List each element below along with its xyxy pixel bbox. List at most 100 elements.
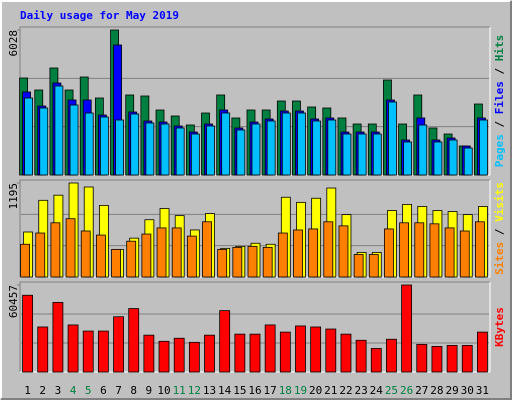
x-tick-label: 7: [115, 384, 122, 397]
bar: [35, 232, 46, 278]
bar: [418, 124, 428, 176]
x-tick-label: 12: [188, 384, 201, 397]
x-tick-label: 26: [400, 384, 413, 397]
bar: [247, 245, 258, 278]
legend-separator: /: [493, 61, 506, 81]
bar: [160, 123, 170, 176]
bar: [173, 337, 185, 373]
legend: Sites / Visits: [493, 182, 506, 275]
x-tick-label: 20: [309, 384, 322, 397]
bar: [323, 221, 334, 278]
bar: [279, 331, 291, 373]
bar: [312, 120, 322, 176]
bar: [22, 294, 33, 373]
bar: [357, 133, 367, 176]
legend-entry: KBytes: [493, 307, 506, 347]
bar: [204, 334, 215, 373]
bar: [130, 113, 140, 176]
bar: [446, 344, 458, 373]
bar: [475, 221, 485, 278]
x-tick-label: 24: [370, 384, 384, 397]
bar: [69, 104, 79, 176]
bar: [277, 232, 288, 278]
bar: [327, 119, 337, 176]
legend: KBytes: [493, 307, 506, 347]
x-tick-label: 27: [415, 384, 428, 397]
x-tick-label: 1: [24, 384, 31, 397]
legend: Pages / Files / Hits: [493, 35, 506, 168]
bar: [310, 326, 322, 373]
bar: [67, 324, 79, 373]
bar: [221, 112, 231, 176]
bar: [342, 133, 352, 176]
bar: [372, 133, 382, 176]
y-tick-label: 60457: [7, 285, 20, 318]
bar: [370, 348, 382, 373]
x-tick-label: 2: [39, 384, 46, 397]
bar: [249, 333, 261, 373]
bar: [353, 254, 364, 278]
bar: [65, 218, 76, 278]
bar: [219, 310, 231, 373]
bar: [399, 222, 410, 278]
bar: [97, 330, 109, 373]
bar: [158, 340, 170, 373]
bar: [463, 147, 473, 176]
legend-entry: Sites: [493, 242, 506, 275]
x-tick-label: 9: [146, 384, 153, 397]
bar: [416, 343, 428, 373]
bar: [232, 246, 243, 278]
x-tick-label: 30: [461, 384, 474, 397]
bar: [281, 112, 291, 176]
bar: [206, 125, 215, 176]
bar: [384, 228, 394, 278]
x-tick-label: 3: [55, 384, 62, 397]
bar: [202, 221, 212, 278]
bar: [414, 222, 425, 278]
bar: [479, 119, 488, 176]
bar: [433, 141, 443, 176]
legend-entry: Pages: [493, 134, 506, 167]
bar: [95, 234, 106, 278]
bar: [50, 222, 61, 278]
bar: [190, 133, 200, 176]
bar: [355, 339, 367, 373]
x-tick-label: 18: [279, 384, 292, 397]
bar: [115, 119, 124, 176]
x-tick-label: 28: [430, 384, 443, 397]
bar: [293, 229, 303, 278]
x-tick-label: 21: [324, 384, 337, 397]
bar: [264, 324, 276, 373]
bar: [128, 308, 140, 373]
chart-title: Daily usage for May 2019: [20, 9, 179, 22]
x-tick-label: 11: [173, 384, 186, 397]
x-tick-label: 4: [70, 384, 77, 397]
bar: [429, 223, 440, 278]
bar: [325, 328, 337, 373]
x-tick-label: 25: [385, 384, 398, 397]
bar: [368, 254, 379, 278]
bar: [308, 228, 319, 278]
bar: [217, 248, 228, 278]
bar: [297, 112, 306, 176]
bar: [99, 116, 109, 176]
bar: [188, 341, 200, 373]
bar: [113, 316, 124, 373]
bar: [80, 230, 91, 278]
bar: [386, 338, 397, 373]
bar: [431, 346, 443, 373]
x-tick-label: 29: [445, 384, 458, 397]
bar: [461, 344, 473, 373]
bar: [388, 101, 397, 176]
panel-edge-dark: [19, 179, 490, 277]
bar: [459, 230, 470, 278]
bar: [52, 302, 64, 373]
x-tick-label: 13: [203, 384, 216, 397]
bar: [401, 284, 413, 373]
bar: [236, 129, 246, 176]
bar: [145, 122, 155, 176]
bar: [54, 85, 64, 176]
